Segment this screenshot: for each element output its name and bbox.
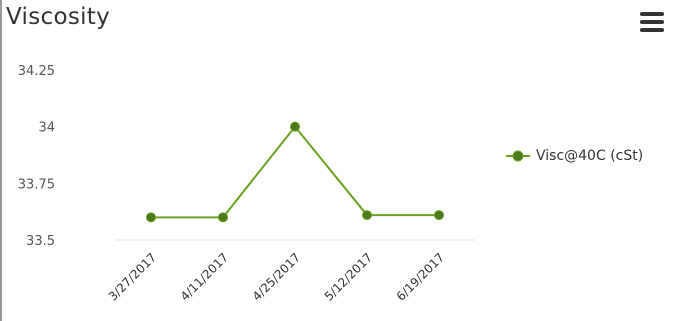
- data-point[interactable]: [218, 212, 228, 223]
- data-point[interactable]: [434, 210, 444, 221]
- y-tick-label: 33.5: [26, 234, 55, 249]
- chart-title: Viscosity: [6, 4, 111, 30]
- y-tick-label: 34.25: [18, 64, 55, 79]
- legend-item[interactable]: Visc@40C (cSt): [506, 148, 643, 164]
- x-tick-label: 3/27/2017: [106, 250, 159, 303]
- x-tick-label: 4/25/2017: [250, 250, 303, 303]
- x-tick-label: 5/12/2017: [322, 250, 375, 303]
- hamburger-menu-icon[interactable]: [640, 12, 664, 32]
- data-point[interactable]: [146, 212, 156, 223]
- legend-label: Visc@40C (cSt): [536, 148, 644, 164]
- y-tick-label: 33.75: [18, 177, 55, 192]
- data-point[interactable]: [362, 210, 372, 221]
- series-line: [151, 125, 439, 219]
- data-point[interactable]: [290, 121, 300, 132]
- y-tick-label: 34: [38, 121, 55, 136]
- x-tick-label: 4/11/2017: [178, 250, 231, 303]
- x-tick-label: 6/19/2017: [394, 250, 447, 303]
- legend-symbol: [506, 150, 530, 162]
